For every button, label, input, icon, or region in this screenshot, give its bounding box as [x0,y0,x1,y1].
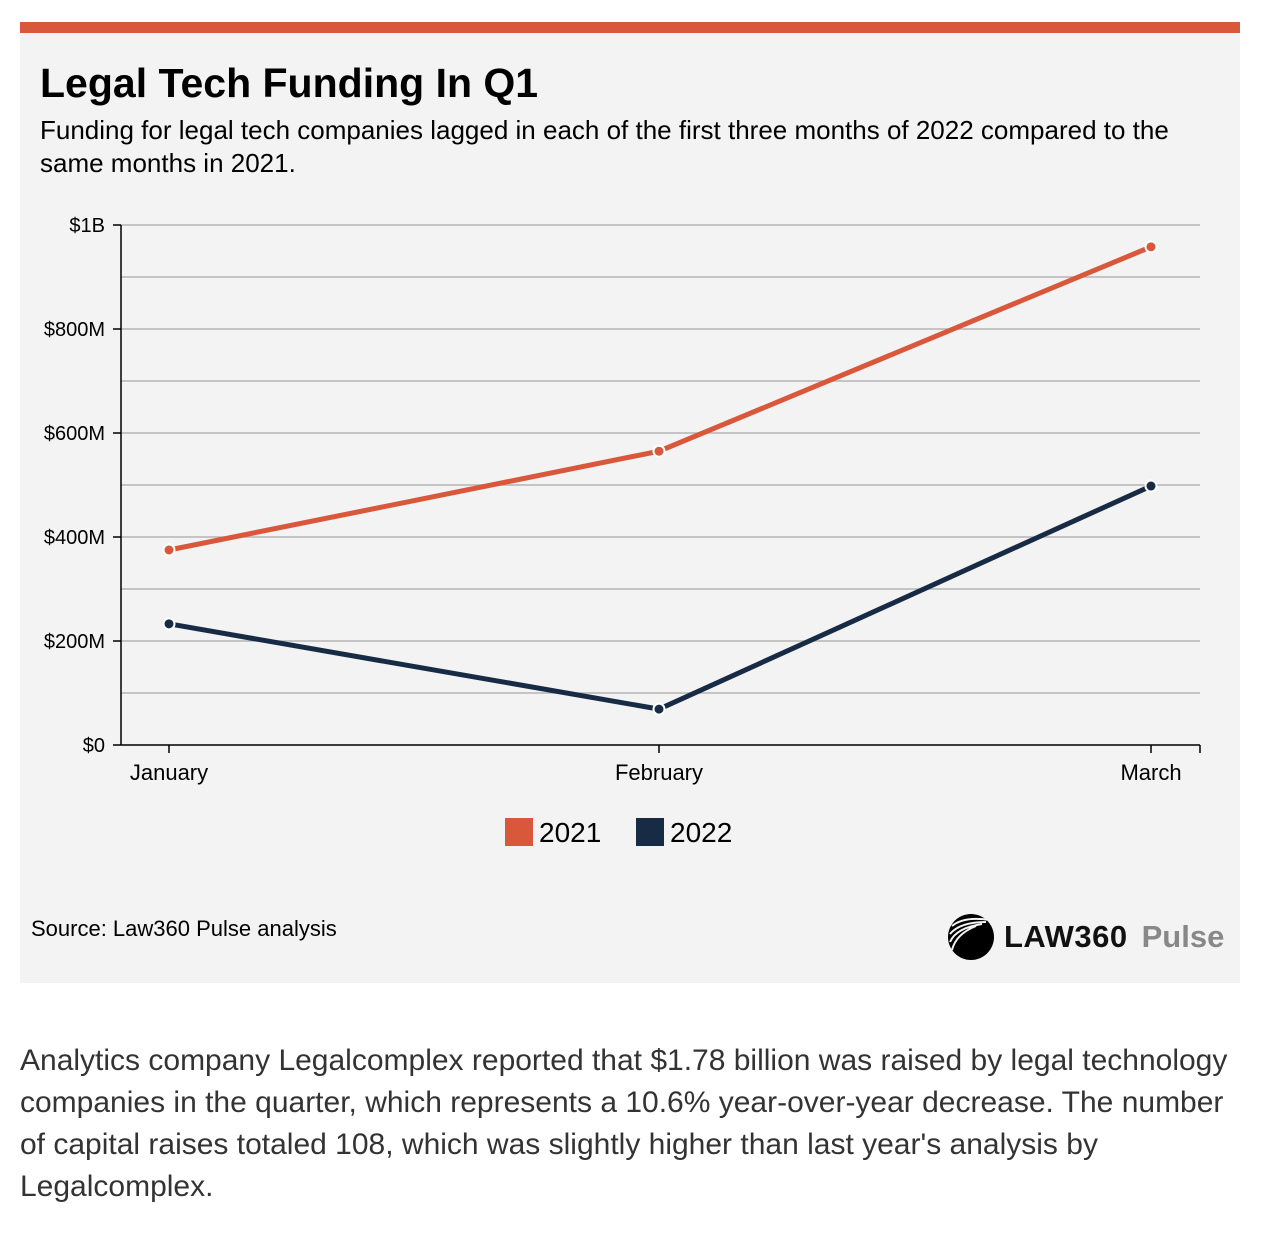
data-point-2021 [652,444,666,458]
legend-label-2021: 2021 [539,817,601,848]
line-chart: $0 $200M $400M $600M $800M $1B January February… [44,215,1201,848]
x-tick-label: February [615,760,703,785]
data-point-2022 [652,702,666,716]
data-point-2021 [162,543,176,557]
data-point-2022 [162,617,176,631]
globe-logo-icon [948,914,994,960]
y-tick-label: $1B [69,215,105,237]
y-tick-label: $0 [83,735,105,757]
legend-swatch-2021 [505,818,533,846]
data-point-2022 [1144,479,1158,493]
y-tick-label: $800M [44,319,105,341]
y-tick-label: $400M [44,527,105,549]
x-tick-label: January [130,760,208,785]
law360-pulse-logo: LAW360 Pulse [946,912,1224,962]
chart-title: Legal Tech Funding In Q1 [40,60,539,106]
chart-card [20,22,1240,983]
y-tick-label: $200M [44,631,105,653]
x-tick-label: March [1120,760,1181,785]
logo-suffix: Pulse [1141,919,1225,954]
legend-label-2022: 2022 [670,817,732,848]
legend-swatch-2022 [636,818,664,846]
source-note: Source: Law360 Pulse analysis [31,916,337,941]
logo-brand: LAW360 [1004,919,1128,954]
data-point-2021 [1144,240,1158,254]
series-line-2021 [168,244,1152,553]
y-tick-label: $600M [44,423,105,445]
article-paragraph: Analytics company Legalcomplex reported … [20,1044,1228,1203]
chart-subtitle: Funding for legal tech companies lagged … [40,115,1169,178]
